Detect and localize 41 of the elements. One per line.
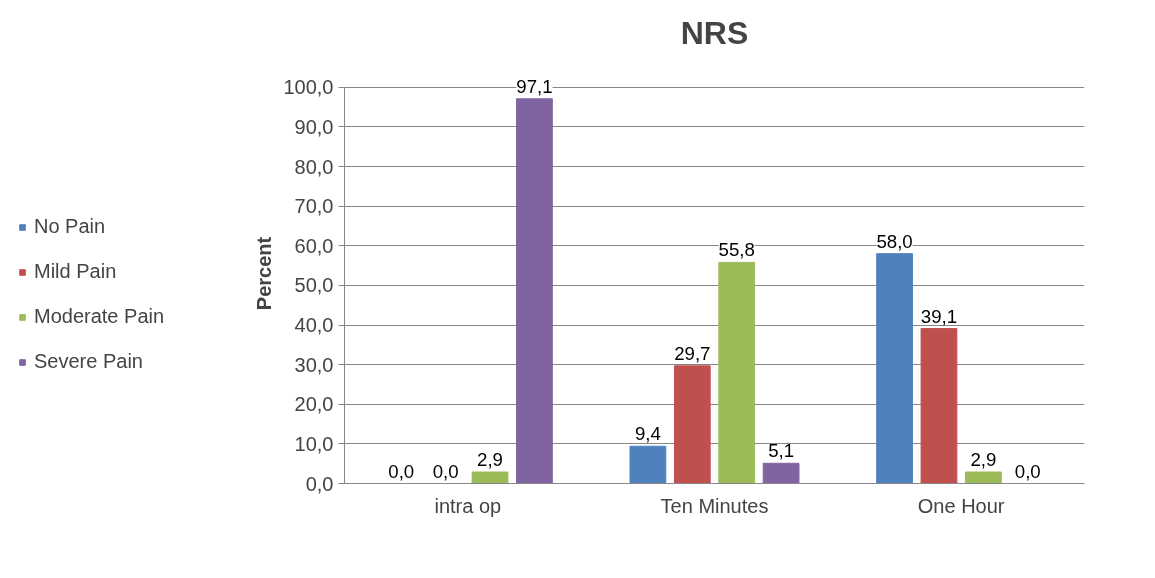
bar <box>876 253 913 484</box>
bar <box>673 365 711 484</box>
bar <box>471 471 509 484</box>
y-tick-label: 80,0 <box>294 155 334 178</box>
bar <box>762 462 800 484</box>
data-label: 39,1 <box>920 305 958 327</box>
legend-label: Severe Pain <box>34 350 143 373</box>
data-label: 0,0 <box>432 460 459 482</box>
y-axis-title: Percent <box>253 236 276 311</box>
y-tick-label: 30,0 <box>294 353 334 376</box>
bar <box>516 98 553 484</box>
y-tick-label: 90,0 <box>294 115 334 138</box>
x-tick-label: Ten Minutes <box>660 494 769 517</box>
bar <box>964 471 1002 484</box>
data-label: 2,9 <box>477 449 503 471</box>
y-tick-label: 100,0 <box>283 76 334 99</box>
data-label: 29,7 <box>674 342 711 364</box>
y-tick-label: 10,0 <box>294 432 334 455</box>
legend-label: Moderate Pain <box>34 305 165 328</box>
y-tick-label: 50,0 <box>294 274 334 297</box>
data-label: 58,0 <box>876 230 913 252</box>
chart-title: NRS <box>680 15 749 51</box>
data-label: 0,0 <box>1014 460 1041 482</box>
bar <box>718 261 756 484</box>
y-tick-label: 40,0 <box>294 314 334 337</box>
y-tick-label: 20,0 <box>294 393 334 416</box>
legend-label: Mild Pain <box>34 260 117 283</box>
data-label: 97,1 <box>516 75 553 97</box>
y-tick-label: 60,0 <box>294 234 334 257</box>
data-label: 0,0 <box>388 460 415 482</box>
y-tick-label: 0,0 <box>305 472 334 495</box>
data-label: 2,9 <box>970 449 997 471</box>
y-tick-label: 70,0 <box>294 195 334 218</box>
bar <box>629 445 667 484</box>
bar <box>920 328 958 484</box>
legend-label: No Pain <box>34 215 106 238</box>
data-label: 55,8 <box>718 239 755 261</box>
data-label: 9,4 <box>634 423 661 445</box>
x-tick-label: One Hour <box>917 494 1005 517</box>
data-label: 5,1 <box>768 440 795 462</box>
x-tick-label: intra op <box>434 494 502 517</box>
